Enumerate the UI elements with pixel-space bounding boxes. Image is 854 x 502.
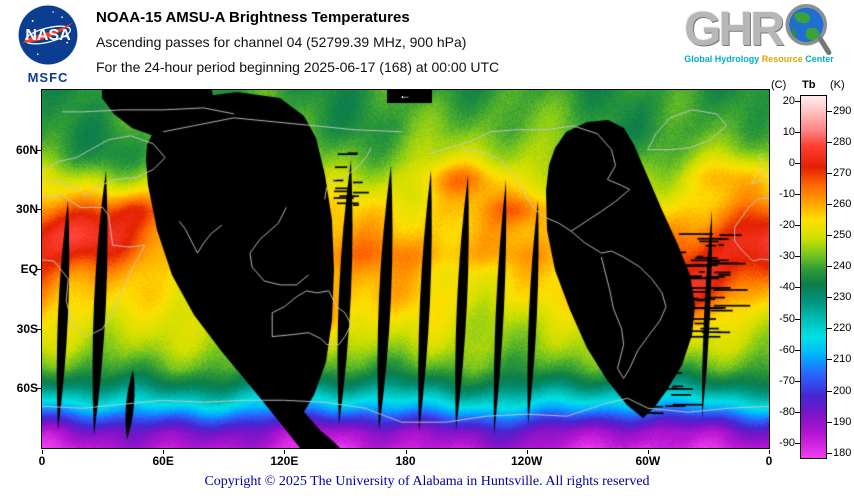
colorbar-kelvin-tick <box>827 110 832 112</box>
colorbar-celsius-tick <box>795 131 800 133</box>
colorbar-kelvin-tick <box>827 390 832 392</box>
colorbar-kelvin-tick <box>827 266 832 268</box>
colorbar-kelvin-tick <box>827 452 832 454</box>
lat-tickmark-EQ <box>37 269 41 270</box>
lat-tickmark-30S <box>37 328 41 330</box>
lon-tickmark-120W <box>526 450 528 454</box>
colorbar-celsius-tick <box>795 287 800 289</box>
ghrc-tagline-word: Hydrology <box>714 54 762 64</box>
colorbar-celsius-tick <box>795 349 800 351</box>
colorbar-kelvin-label-200: 200 <box>833 384 852 397</box>
map-arrow: ← <box>399 88 411 102</box>
colorbar-celsius-tick <box>795 318 800 320</box>
colorbar-celsius-label--40: -40 <box>779 281 795 294</box>
lon-label-180: 180 <box>395 454 416 468</box>
colorbar-celsius-tick <box>795 442 800 444</box>
ghrc-tagline-word: Center <box>805 54 834 64</box>
ghrc-tagline-word: Resource <box>761 54 806 64</box>
page-subtitle-channel: Ascending passes for channel 04 (52799.3… <box>96 34 467 50</box>
lon-tickmark-60W <box>647 450 649 454</box>
map-canvas <box>42 90 769 448</box>
lon-label-120W: 120W <box>510 454 543 468</box>
colorbar-celsius-tick <box>795 100 800 102</box>
colorbar-kelvin-tick <box>827 235 832 236</box>
colorbar-kelvin-tick <box>827 297 832 299</box>
lon-label-60W: 60W <box>635 454 661 468</box>
colorbar-celsius-label--10: -10 <box>779 188 795 201</box>
colorbar-celsius-tick <box>795 225 800 227</box>
lon-label-0: 0 <box>765 454 773 468</box>
colorbar-kelvin-label-290: 290 <box>833 104 852 117</box>
copyright-text: Copyright © 2025 The University of Alaba… <box>204 474 650 489</box>
colorbar-celsius-tick <box>795 411 800 413</box>
colorbar-celsius-label--60: -60 <box>779 343 795 356</box>
page-subtitle-period: For the 24-hour period beginning 2025-06… <box>96 59 500 75</box>
colorbar-kelvin-tick <box>827 421 832 423</box>
nasa-wordmark: NASA <box>25 27 71 44</box>
lat-label-30S: 30S <box>16 321 38 336</box>
colorbar-kelvin-tick <box>827 203 832 205</box>
colorbar-celsius-label--30: -30 <box>779 250 795 263</box>
colorbar-celsius-label--90: -90 <box>779 436 795 449</box>
lon-tickmark-180 <box>405 450 407 454</box>
lon-label-0: 0 <box>38 454 46 468</box>
colorbar-celsius-tick <box>795 162 800 164</box>
lon-label-120E: 120E <box>270 454 299 468</box>
colorbar-celsius-label-20: 20 <box>782 94 795 107</box>
colorbar-kelvin-tick <box>827 328 832 330</box>
lat-tickmark-30N <box>37 209 41 211</box>
colorbar-kelvin-label-230: 230 <box>833 291 852 304</box>
colorbar-kelvin-label-260: 260 <box>833 197 852 210</box>
colorbar-celsius-label--50: -50 <box>779 312 795 325</box>
lat-tickmark-60S <box>37 388 41 390</box>
colorbar-celsius-tick <box>795 194 800 196</box>
lon-label-60E: 60E <box>152 454 174 468</box>
nasa-logo-block: NASA MSFC <box>10 3 86 85</box>
colorbar-celsius-label-10: 10 <box>782 125 795 138</box>
lon-tickmark-0 <box>42 450 43 454</box>
colorbar-kelvin-label-190: 190 <box>833 415 852 428</box>
ghrc-globe-magnifier-icon <box>785 4 832 56</box>
lat-tickmark-60N <box>37 149 41 151</box>
lat-label-60S: 60S <box>16 381 38 396</box>
colorbar-kelvin-tick <box>827 172 832 174</box>
nasa-logo-icon: NASA <box>18 5 78 65</box>
lat-label-EQ: EQ <box>20 262 38 276</box>
colorbar-kelvin-tick <box>827 359 832 361</box>
lon-tickmark-120E <box>284 450 286 454</box>
lon-tickmark-60E <box>163 450 165 454</box>
msfc-label: MSFC <box>27 70 69 85</box>
colorbar-kelvin-label-220: 220 <box>833 322 852 335</box>
colorbar-celsius-tick <box>795 256 800 258</box>
map-frame <box>41 89 770 449</box>
page-title: NOAA-15 AMSU-A Brightness Temperatures <box>96 9 410 26</box>
ghrc-tagline: Global Hydrology Resource Center <box>668 54 850 64</box>
colorbar-kelvin-label-180: 180 <box>833 446 852 459</box>
ghrc-logo-block: GHR Global Hydrology Resource Center <box>668 2 850 64</box>
colorbar-celsius-label--20: -20 <box>779 219 795 232</box>
colorbar-unit-tb: Tb <box>802 79 816 91</box>
ghrc-tagline-word: Global <box>684 54 715 64</box>
lon-tickmark-0 <box>769 450 770 454</box>
lat-label-60N: 60N <box>15 142 38 157</box>
ghrc-letters: GHR <box>684 3 785 56</box>
colorbar-kelvin-label-270: 270 <box>833 166 852 179</box>
colorbar-celsius-label--80: -80 <box>779 405 795 418</box>
ghrc-logo: GHR <box>668 2 850 58</box>
colorbar-kelvin-label-250: 250 <box>833 229 852 241</box>
colorbar-kelvin-label-240: 240 <box>833 260 852 273</box>
colorbar-kelvin-tick <box>827 141 832 143</box>
colorbar-celsius-label-0: 0 <box>788 156 795 169</box>
colorbar-kelvin-label-280: 280 <box>833 135 852 148</box>
colorbar-celsius-label--70: -70 <box>779 374 795 387</box>
colorbar-unit-kelvin: (K) <box>830 79 845 91</box>
colorbar-celsius-tick <box>795 380 800 382</box>
colorbar-unit-celsius: (C) <box>771 79 787 91</box>
colorbar-kelvin-label-210: 210 <box>833 353 852 366</box>
lat-label-30N: 30N <box>15 202 38 217</box>
colorbar-gradient <box>800 95 827 459</box>
